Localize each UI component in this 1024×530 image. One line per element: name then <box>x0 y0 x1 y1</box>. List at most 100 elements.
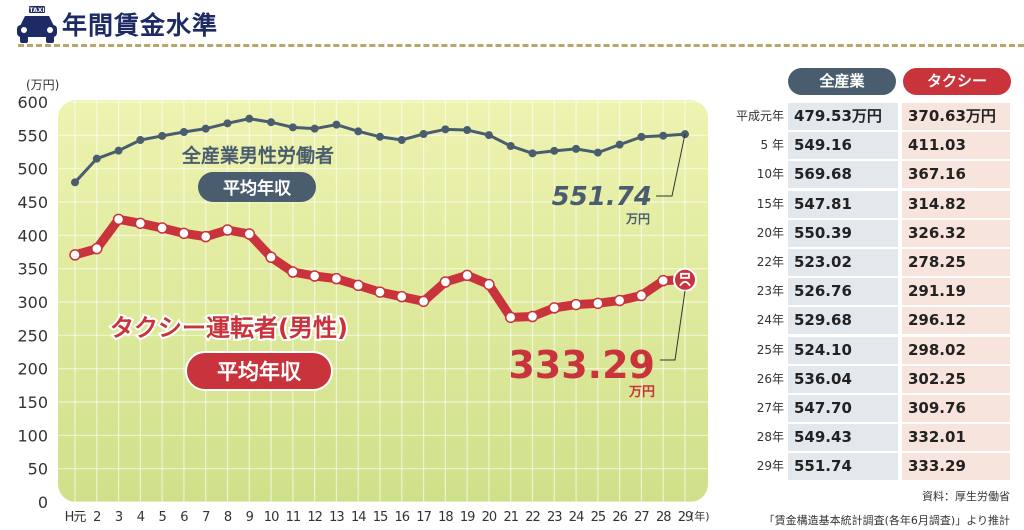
taxi-icon: TAXI <box>16 6 58 48</box>
driver-icon-glyph <box>679 272 691 287</box>
x-tick-label: 11 <box>286 510 301 525</box>
data-point-all-industries <box>179 128 188 136</box>
y-tick-label: 250 <box>17 326 48 345</box>
x-tick-label: 6 <box>180 510 188 525</box>
table-cell-all-industries: 524.10 <box>788 336 898 364</box>
y-tick-label: 150 <box>17 393 48 412</box>
x-tick-label: 12 <box>307 510 322 525</box>
data-point-all-industries <box>354 127 363 136</box>
table-cell-taxi: 326.32 <box>902 219 1010 247</box>
table-cell-taxi: 298.02 <box>902 336 1010 364</box>
table-cell-taxi: 278.25 <box>902 249 1010 276</box>
leader-line-all <box>656 134 686 197</box>
data-point-taxi <box>417 295 430 308</box>
table-row-year: 23年 <box>756 284 784 299</box>
data-point-all-industries <box>114 146 123 155</box>
data-point-all-industries <box>71 178 79 187</box>
y-tick-label: 600 <box>17 93 48 112</box>
data-point-all-industries <box>550 146 559 155</box>
data-point-all-industries <box>397 136 406 144</box>
driver-icon <box>673 267 697 292</box>
table-row-year: 15年 <box>756 196 784 211</box>
y-tick-label: 0 <box>38 493 48 512</box>
table-cell-taxi: 302.25 <box>902 365 1010 393</box>
data-point-all-industries <box>506 142 515 150</box>
table-cell-all-industries: 479.53万円 <box>788 103 898 130</box>
data-point-taxi <box>178 227 190 240</box>
table-cell-all-industries: 536.04 <box>788 365 898 393</box>
table-cell-all-industries: 547.81 <box>788 190 898 218</box>
table-cell-all-industries: 549.43 <box>788 424 898 452</box>
end-unit-taxi: 万円 <box>628 385 655 400</box>
table-cell-taxi: 411.03 <box>902 132 1010 160</box>
data-point-taxi <box>548 302 561 314</box>
data-point-taxi <box>221 224 234 236</box>
title-divider <box>18 44 1024 47</box>
data-point-taxi <box>635 289 648 302</box>
table-cell-taxi: 314.82 <box>902 190 1010 218</box>
table-cell-all-industries: 569.68 <box>788 161 898 189</box>
badge-average-income-all: 平均年収 <box>223 178 292 199</box>
x-tick-label: 23 <box>547 510 562 525</box>
x-tick-label: 3 <box>115 510 123 525</box>
y-tick-label: 500 <box>17 160 48 179</box>
data-point-all-industries <box>528 149 537 158</box>
badge-average-income-taxi: 平均年収 <box>217 360 302 384</box>
data-point-taxi <box>330 272 343 285</box>
data-point-all-industries <box>267 118 276 127</box>
table-cell-all-industries: 529.68 <box>788 307 898 335</box>
x-axis-unit: (年) <box>690 509 710 523</box>
data-point-all-industries <box>572 144 581 153</box>
x-tick-label: 9 <box>246 510 254 525</box>
data-point-all-industries <box>463 126 472 134</box>
leader-line-taxi <box>660 290 686 361</box>
data-point-taxi <box>504 311 517 324</box>
table-cell-all-industries: 551.74 <box>788 453 898 481</box>
table-cell-taxi: 291.19 <box>902 278 1010 306</box>
data-point-taxi <box>243 228 256 240</box>
table-row-year: 25年 <box>756 342 784 357</box>
table-cell-all-industries: 523.02 <box>788 249 898 276</box>
data-point-all-industries <box>201 124 210 133</box>
data-point-taxi <box>570 298 582 311</box>
x-tick-label: 29 <box>678 510 693 525</box>
x-tick-label: H元 <box>65 510 87 525</box>
data-point-taxi <box>483 278 495 291</box>
x-tick-label: 20 <box>482 510 497 525</box>
end-unit-all: 万円 <box>625 212 650 226</box>
table-cell-all-industries: 549.16 <box>788 132 898 160</box>
table-cell-taxi: 367.16 <box>902 161 1010 189</box>
data-point-all-industries <box>637 132 646 141</box>
x-tick-label: 7 <box>202 510 210 525</box>
table-row-year: 24年 <box>756 313 784 328</box>
x-tick-label: 27 <box>634 510 649 525</box>
x-tick-label: 22 <box>525 510 540 525</box>
x-tick-label: 26 <box>612 510 627 525</box>
x-tick-label: 10 <box>264 510 279 525</box>
x-tick-label: 19 <box>460 510 475 525</box>
table-header-all-industries: 全産業 <box>788 68 896 95</box>
y-tick-label: 200 <box>17 360 48 379</box>
table-cell-taxi: 309.76 <box>902 395 1010 422</box>
table-header-taxi: タクシー <box>903 68 1011 95</box>
data-point-taxi <box>308 270 321 282</box>
data-point-taxi <box>396 290 408 303</box>
data-point-taxi <box>374 286 386 298</box>
table-row-year: 5 年 <box>760 138 784 153</box>
data-point-all-industries <box>659 131 668 140</box>
data-point-taxi <box>199 230 212 243</box>
data-point-all-industries <box>419 130 428 138</box>
data-point-taxi <box>91 242 103 255</box>
table-cell-taxi: 296.12 <box>902 307 1010 335</box>
note-text: 「賃金構造基本統計調査(各年6月調査)」より推計 <box>763 514 1010 527</box>
y-tick-label: 450 <box>17 193 48 212</box>
data-point-all-industries <box>376 132 384 141</box>
table-row-year: 10年 <box>756 167 784 182</box>
x-tick-label: 16 <box>395 510 410 525</box>
table-row-year: 29年 <box>756 459 784 474</box>
series-label-all-industries: 全産業男性労働者 <box>181 144 334 167</box>
x-tick-label: 15 <box>373 510 388 525</box>
x-tick-label: 5 <box>159 510 167 525</box>
y-tick-label: 550 <box>17 126 48 145</box>
x-tick-label: 18 <box>438 510 453 525</box>
